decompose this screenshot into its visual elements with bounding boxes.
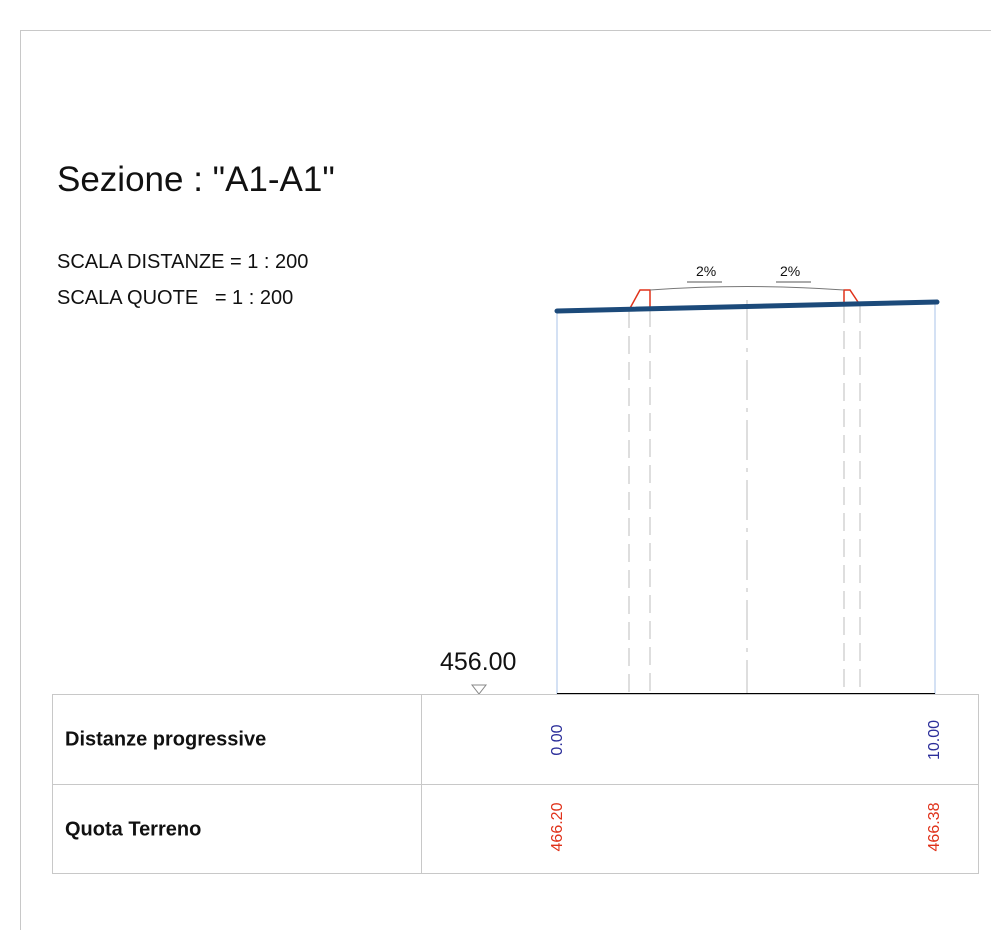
slope-right-label: 2% bbox=[780, 263, 800, 279]
distance-scale-label: SCALA DISTANZE = 1 : 200 bbox=[57, 251, 309, 273]
datum-marker-icon bbox=[470, 684, 488, 695]
ground-elevation-value: 466.38 bbox=[926, 802, 943, 852]
distance-value: 10.00 bbox=[926, 719, 943, 761]
row-label-ground-level: Quota Terreno bbox=[65, 818, 202, 840]
row-label-distances: Distanze progressive bbox=[65, 728, 267, 750]
terrain-line bbox=[554, 299, 940, 314]
distance-value: 0.00 bbox=[549, 724, 566, 756]
section-title: Sezione : "A1-A1" bbox=[57, 160, 335, 199]
drawing-sheet bbox=[20, 30, 991, 930]
ground-elevation-value: 466.20 bbox=[549, 802, 566, 852]
road-crown bbox=[649, 286, 845, 291]
table-row-distances: Distanze progressive 0.00 10.00 bbox=[53, 695, 978, 785]
road-profile-left-edge bbox=[628, 289, 651, 311]
slope-left-label: 2% bbox=[696, 263, 716, 279]
datum-elevation: 456.00 bbox=[440, 648, 517, 676]
table-row-ground-level: Quota Terreno 466.20 466.38 bbox=[53, 785, 978, 874]
road-profile-right-edge bbox=[843, 289, 861, 306]
elevation-scale-label: SCALA QUOTE = 1 : 200 bbox=[57, 287, 294, 309]
section-data-table: Distanze progressive 0.00 10.00 Quota Te… bbox=[52, 694, 979, 874]
